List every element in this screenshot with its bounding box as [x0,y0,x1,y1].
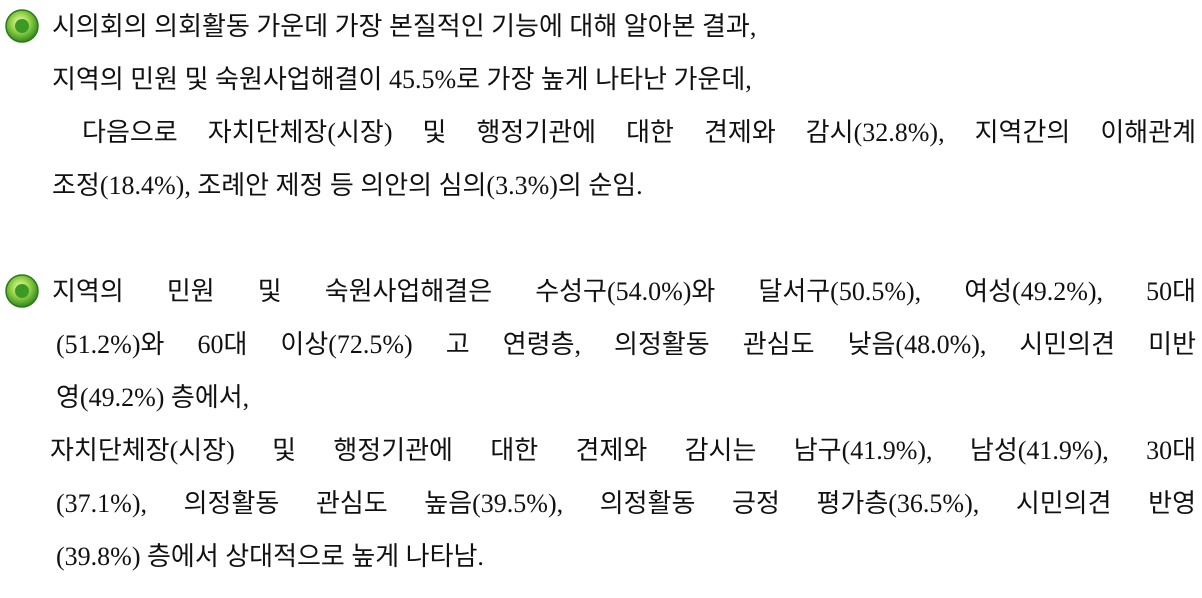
text-line: 조정(18.4%), 조례안 제정 등 의안의 심의(3.3%)의 순임. [52,171,643,200]
text-line: 시의회의 의회활동 가운데 가장 본질적인 기능에 대해 알아본 결과, [52,12,757,41]
text-line: 다음으로 자치단체장(시장) 및 행정기관에 대한 견제와 감시(32.8%),… [52,118,1196,147]
bullet-icon [5,274,39,308]
text-line: 지역의 민원 및 숙원사업해결은 수성구(54.0%)와 달서구(50.5%),… [52,277,1196,306]
text-line: (39.8%) 층에서 상대적으로 높게 나타남. [56,542,484,571]
text-line: (37.1%), 의정활동 관심도 높음(39.5%), 의정활동 긍정 평가층… [56,489,1196,518]
text-line: 영(49.2%) 층에서, [56,383,250,412]
text-line: 지역의 민원 및 숙원사업해결이 45.5%로 가장 높게 나타난 가운데, [52,65,752,94]
text-line: (51.2%)와 60대 이상(72.5%) 고 연령층, 의정활동 관심도 낮… [56,330,1196,359]
bullet-icon [5,9,39,43]
text-line: 자치단체장(시장) 및 행정기관에 대한 견제와 감시는 남구(41.9%), … [50,436,1196,465]
